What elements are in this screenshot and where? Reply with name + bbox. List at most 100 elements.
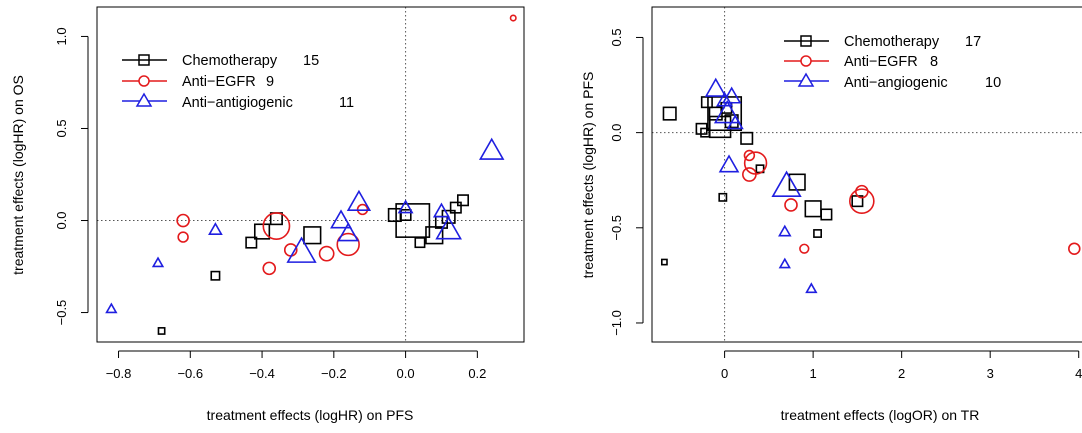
left-x-tick-label: 0.0 — [397, 366, 415, 381]
right-point-triangle-0 — [704, 77, 727, 97]
left-point-triangle-0 — [105, 302, 118, 314]
left-x-axis-label: treatment effects (logHR) on PFS — [207, 407, 414, 423]
right-point-triangle-8 — [778, 257, 791, 269]
right-y-axis: −1.0 −0.5 0.0 0.5 — [609, 28, 644, 336]
right-x-axis: 0 1 2 3 4 — [721, 350, 1082, 381]
left-point-circle-6 — [336, 232, 360, 257]
left-legend-marker-anti-antigiogenic — [135, 92, 153, 107]
right-legend-count-anti-egfr: 8 — [930, 54, 938, 70]
left-y-tick-label: 1.0 — [54, 27, 69, 45]
left-point-triangle-5 — [337, 222, 360, 242]
right-point-circle-4 — [799, 243, 810, 254]
left-point-circle-2 — [262, 261, 277, 276]
left-y-tick-label: 0.5 — [54, 119, 69, 137]
right-point-square-0 — [660, 258, 668, 266]
left-point-square-6 — [387, 207, 402, 223]
right-x-tick-label: 2 — [898, 366, 905, 381]
left-point-triangle-10 — [478, 137, 505, 160]
left-legend-count-chemotherapy: 15 — [303, 53, 319, 69]
left-point-square-0 — [157, 327, 166, 335]
left-point-triangle-8 — [432, 202, 451, 218]
left-point-triangle-7 — [397, 199, 414, 214]
left-point-square-4 — [269, 212, 283, 226]
left-x-axis: −0.8 −0.6 −0.4 −0.2 0.0 0.2 — [106, 350, 486, 381]
right-point-square-7 — [707, 96, 743, 132]
right-y-tick-label: 0.5 — [609, 28, 624, 46]
left-x-tick-label: −0.6 — [177, 366, 203, 381]
right-point-circle-2 — [743, 151, 768, 175]
left-y-tick-label: 0.0 — [54, 211, 69, 229]
left-point-circle-3 — [262, 212, 291, 240]
right-legend-item-chemotherapy: Chemotherapy 17 — [784, 34, 981, 50]
right-legend-marker-chemotherapy — [800, 35, 812, 47]
left-point-circle-5 — [318, 245, 335, 262]
right-point-triangle-6 — [771, 170, 802, 198]
right-point-square-17 — [804, 200, 822, 218]
left-reference-lines — [97, 7, 524, 342]
right-y-tick-label: −0.5 — [609, 215, 624, 241]
left-x-tick-label: −0.4 — [249, 366, 275, 381]
left-legend-marker-anti-egfr — [138, 75, 150, 87]
left-point-circle-1 — [177, 231, 189, 243]
left-legend-count-anti-antigiogenic: 11 — [339, 95, 354, 111]
right-point-square-11 — [740, 131, 754, 145]
left-point-triangle-1 — [151, 256, 165, 268]
left-point-square-5 — [303, 226, 322, 245]
right-point-triangle-2 — [721, 86, 742, 104]
left-legend-label-anti-antigiogenic: Anti−antigiogenic — [182, 95, 293, 111]
left-point-circle-0 — [176, 213, 190, 228]
left-legend-label-anti-egfr: Anti−EGFR — [182, 74, 256, 90]
right-point-circle-0 — [743, 149, 756, 162]
right-point-square-14 — [813, 229, 822, 238]
left-point-square-14 — [456, 194, 469, 207]
right-plot-frame — [651, 6, 1082, 343]
left-point-square-8 — [395, 203, 431, 238]
left-point-triangle-9 — [435, 216, 462, 240]
right-point-square-4 — [700, 96, 713, 109]
left-y-tick-label: −0.5 — [54, 300, 69, 326]
left-legend-count-anti-egfr: 9 — [266, 74, 274, 90]
left-point-square-3 — [253, 223, 271, 240]
left-point-triangle-6 — [346, 189, 372, 211]
right-legend-label-anti-angiogenic: Anti−angiogenic — [844, 75, 948, 91]
chart-right: 0 1 2 3 4 −1.0 −0.5 0.0 0.5 treatment effects (… — [580, 6, 1082, 423]
right-point-circle-3 — [784, 198, 798, 212]
left-point-square-9 — [414, 237, 426, 249]
right-legend-label-anti-egfr: Anti−EGFR — [844, 54, 918, 70]
right-x-tick-label: 3 — [987, 366, 994, 381]
right-legend-item-anti-angiogenic: Anti−angiogenic 10 — [784, 72, 1001, 91]
right-points — [660, 77, 1081, 294]
left-point-triangle-2 — [208, 222, 223, 236]
right-point-triangle-7 — [778, 224, 792, 237]
right-legend-item-anti-egfr: Anti−EGFR 8 — [784, 54, 938, 70]
right-point-circle-7 — [1068, 242, 1081, 255]
left-x-tick-label: 0.2 — [468, 366, 486, 381]
right-point-square-8 — [718, 192, 728, 202]
right-point-circle-6 — [849, 188, 875, 214]
left-y-axis-label: treatment effects (logHR) on OS — [10, 75, 26, 275]
left-legend-item-anti-antigiogenic: Anti−antigiogenic 11 — [122, 92, 354, 111]
right-legend-label-chemotherapy: Chemotherapy — [844, 34, 940, 50]
left-point-square-10 — [425, 226, 444, 245]
right-x-axis-label: treatment effects (logOR) on TR — [781, 407, 980, 423]
right-legend-marker-anti-angiogenic — [797, 72, 815, 87]
right-x-tick-label: 0 — [721, 366, 728, 381]
right-x-tick-label: 4 — [1075, 366, 1082, 381]
right-y-tick-label: 0.0 — [609, 124, 624, 142]
right-point-square-15 — [820, 208, 833, 221]
left-point-square-1 — [210, 270, 221, 281]
left-legend-item-chemotherapy: Chemotherapy 15 — [122, 53, 319, 69]
right-point-triangle-9 — [805, 282, 818, 294]
left-point-triangle-3 — [286, 236, 317, 263]
right-x-tick-label: 1 — [810, 366, 817, 381]
right-y-tick-label: −1.0 — [609, 310, 624, 336]
left-legend: Chemotherapy 15 Anti−EGFR 9 Anti−antigio… — [122, 53, 354, 111]
left-x-tick-label: −0.2 — [321, 366, 347, 381]
right-legend-marker-anti-egfr — [800, 55, 812, 67]
right-point-triangle-5 — [718, 154, 740, 173]
left-legend-item-anti-egfr: Anti−EGFR 9 — [122, 74, 274, 90]
left-legend-marker-chemotherapy — [138, 54, 150, 66]
left-legend-label-chemotherapy: Chemotherapy — [182, 53, 278, 69]
left-point-circle-8 — [509, 14, 517, 22]
